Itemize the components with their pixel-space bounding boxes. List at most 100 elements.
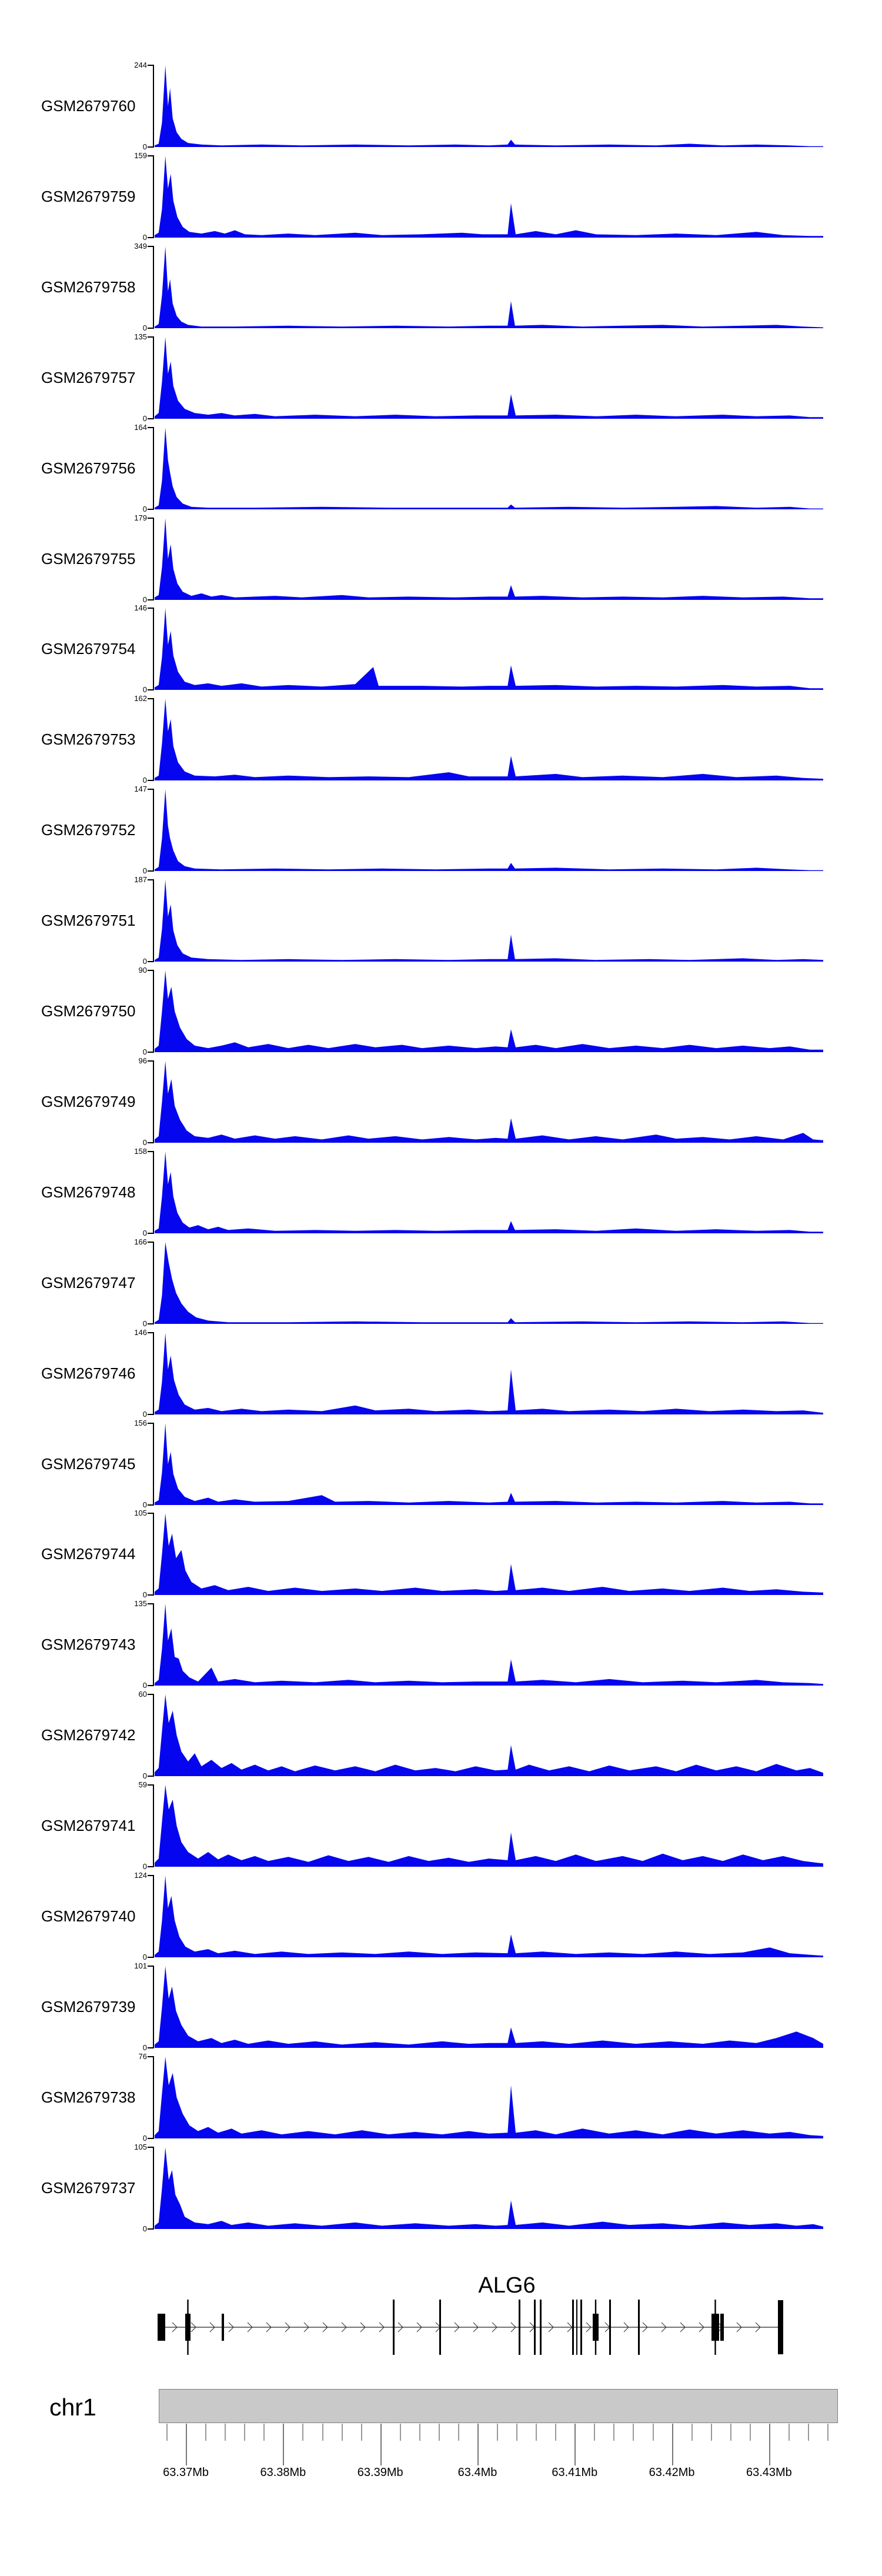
track-ymax-label: 187 [134, 875, 147, 885]
coverage-area-plot [155, 1513, 823, 1596]
strand-arrow-icon [699, 2322, 704, 2333]
track-ymax-label: 164 [134, 422, 147, 432]
y-axis-tick [148, 1513, 153, 1514]
y-axis-line [153, 155, 154, 238]
track-ymax-label: 76 [138, 2051, 147, 2061]
y-axis-tick [148, 608, 153, 609]
track-ymin-label: 0 [142, 142, 147, 151]
track-ymax-label: 59 [138, 1780, 147, 1790]
axis-major-tick [671, 2424, 673, 2465]
track-sample-label: GSM2679748 [41, 1183, 136, 1201]
track-ymin-label: 0 [142, 1590, 147, 1600]
axis-tick-label: 63.41Mb [552, 2466, 598, 2479]
y-axis-tick [148, 426, 153, 428]
strand-arrow-icon [661, 2322, 667, 2333]
exon [576, 2300, 577, 2355]
axis-minor-tick [516, 2424, 518, 2441]
y-axis-tick [148, 1052, 153, 1053]
strand-arrow-icon [586, 2322, 592, 2333]
y-axis-tick [148, 1875, 153, 1876]
strand-arrow-icon [266, 2322, 272, 2333]
track-ymax-label: 96 [138, 1056, 147, 1065]
track-ymax-label: 156 [134, 1418, 147, 1427]
y-axis-tick [148, 780, 153, 782]
axis-minor-tick [438, 2424, 440, 2441]
track-sample-label: GSM2679749 [41, 1092, 136, 1110]
track-ymax-label: 166 [134, 1237, 147, 1246]
y-axis-line [153, 1965, 154, 2048]
strand-arrow-icon [322, 2322, 328, 2333]
axis-major-tick [574, 2424, 576, 2465]
coverage-area-plot [155, 336, 823, 419]
axis-minor-tick [360, 2424, 362, 2441]
y-axis-tick [148, 1776, 153, 1777]
exon [393, 2300, 395, 2355]
y-axis-tick [148, 1866, 153, 1868]
axis-tick-label: 63.42Mb [649, 2466, 695, 2479]
exon [519, 2300, 520, 2355]
axis-tick-label: 63.37Mb [163, 2466, 209, 2479]
track-ymin-label: 0 [142, 2133, 147, 2143]
y-axis-tick [148, 508, 153, 510]
axis-tick-label: 63.39Mb [357, 2466, 403, 2479]
axis-minor-tick [710, 2424, 712, 2441]
track-ymax-label: 146 [134, 603, 147, 613]
strand-arrow-icon [285, 2322, 290, 2333]
exon [778, 2300, 783, 2354]
track-ymax-label: 349 [134, 241, 147, 251]
coverage-area-plot [155, 1966, 823, 2048]
coverage-area-plot [155, 970, 823, 1052]
y-axis-tick [148, 961, 153, 963]
track-sample-label: GSM2679743 [41, 1636, 136, 1654]
y-axis-tick [148, 689, 153, 691]
strand-arrow-icon [680, 2322, 686, 2333]
y-axis-line [153, 879, 154, 963]
track-sample-label: GSM2679758 [41, 278, 136, 296]
axis-minor-tick [827, 2424, 828, 2441]
y-axis-tick [148, 1957, 153, 1958]
exon [580, 2300, 582, 2355]
track-ymin-label: 0 [142, 1047, 147, 1056]
y-axis-tick [148, 1965, 153, 1967]
track-ymin-label: 0 [142, 1771, 147, 1781]
y-axis-line [153, 1603, 154, 1687]
track-ymin-label: 0 [142, 776, 147, 785]
track-ymax-label: 101 [134, 1961, 147, 1970]
y-axis-line [153, 1875, 154, 1958]
exon [711, 2314, 719, 2341]
y-axis-tick [148, 2047, 153, 2048]
axis-minor-tick [302, 2424, 304, 2441]
coverage-area-plot [155, 1694, 823, 1777]
strand-arrow-icon [416, 2322, 422, 2333]
axis-minor-tick [613, 2424, 615, 2441]
track-sample-label: GSM2679755 [41, 549, 136, 568]
y-axis-line [153, 970, 154, 1053]
strand-arrow-icon [548, 2322, 554, 2333]
axis-minor-tick [555, 2424, 557, 2441]
y-axis-tick [148, 2228, 153, 2230]
axis-minor-tick [749, 2424, 751, 2441]
y-axis-tick [148, 698, 153, 700]
y-axis-line [153, 426, 154, 510]
track-sample-label: GSM2679740 [41, 1907, 136, 1925]
track-ymin-label: 0 [142, 232, 147, 242]
y-axis-tick [148, 2056, 153, 2057]
axis-minor-tick [205, 2424, 207, 2441]
track-ymin-label: 0 [142, 1228, 147, 1237]
axis-minor-tick [730, 2424, 731, 2441]
y-axis-line [153, 245, 154, 329]
axis-minor-tick [341, 2424, 343, 2441]
exon [572, 2300, 574, 2355]
track-sample-label: GSM2679754 [41, 640, 136, 658]
y-axis-tick [148, 1413, 153, 1415]
track-ymax-label: 158 [134, 1146, 147, 1156]
coverage-area-plot [155, 2056, 823, 2138]
track-sample-label: GSM2679760 [41, 97, 136, 115]
y-axis-tick [148, 599, 153, 600]
coverage-area-plot [155, 699, 823, 781]
strand-arrow-icon [642, 2322, 648, 2333]
y-axis-tick [148, 1150, 153, 1152]
track-ymax-label: 60 [138, 1690, 147, 1699]
track-ymax-label: 105 [134, 1509, 147, 1518]
exon [540, 2300, 542, 2355]
